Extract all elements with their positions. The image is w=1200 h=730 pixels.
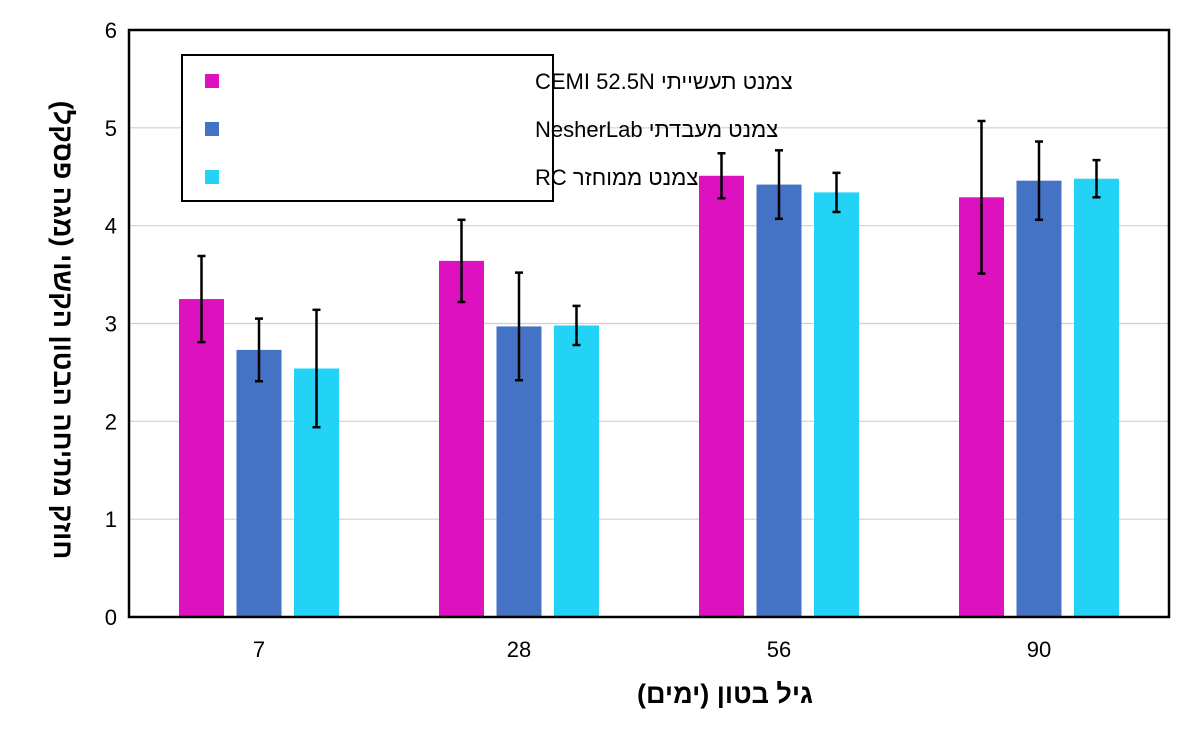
y-tick-label: 4: [105, 214, 117, 239]
x-tick-label: 28: [507, 637, 531, 662]
y-tick-label: 0: [105, 605, 117, 630]
y-tick-label: 6: [105, 18, 117, 43]
bar: [439, 260, 484, 617]
bar: [1016, 180, 1062, 617]
bar: [814, 192, 859, 618]
legend-label: צמנט תעשייתי CEMI 52.5N: [535, 69, 793, 94]
bar: [699, 175, 744, 617]
bar: [1074, 178, 1119, 617]
bars: [179, 175, 1119, 618]
legend-box: [181, 54, 554, 202]
bar: [554, 325, 599, 617]
x-tick-label: 90: [1027, 637, 1051, 662]
x-tick-label: 56: [767, 637, 791, 662]
y-tick-label: 2: [105, 409, 117, 434]
legend-swatch: [205, 74, 219, 88]
x-tick-label: 7: [253, 637, 265, 662]
y-axis-ticks: 0 1 2 3 4 5 6: [105, 18, 117, 630]
x-axis-ticks: 7 28 56 90: [253, 637, 1051, 662]
legend-swatch: [205, 122, 219, 136]
bar: [179, 299, 224, 617]
plot-frame: [127, 28, 1171, 619]
legend-swatch: [205, 170, 219, 184]
y-tick-label: 1: [105, 507, 117, 532]
legend-label: צמנט מעבדתי NesherLab: [535, 117, 778, 142]
bar: [756, 184, 802, 617]
x-axis-title: גיל בטון (ימים): [637, 679, 813, 709]
legend: צמנט תעשייתי CEMI 52.5N צמנט מעבדתי Neshe…: [181, 54, 793, 202]
error-bars: [197, 119, 1101, 429]
bar: [236, 349, 282, 617]
y-tick-label: 3: [105, 312, 117, 337]
legend-label: צמנט ממוחזר RC: [535, 165, 698, 190]
y-axis-title: חוזק מתיחה הבטון הקשוי (מגה פסקל): [48, 101, 78, 559]
y-tick-label: 5: [105, 116, 117, 141]
